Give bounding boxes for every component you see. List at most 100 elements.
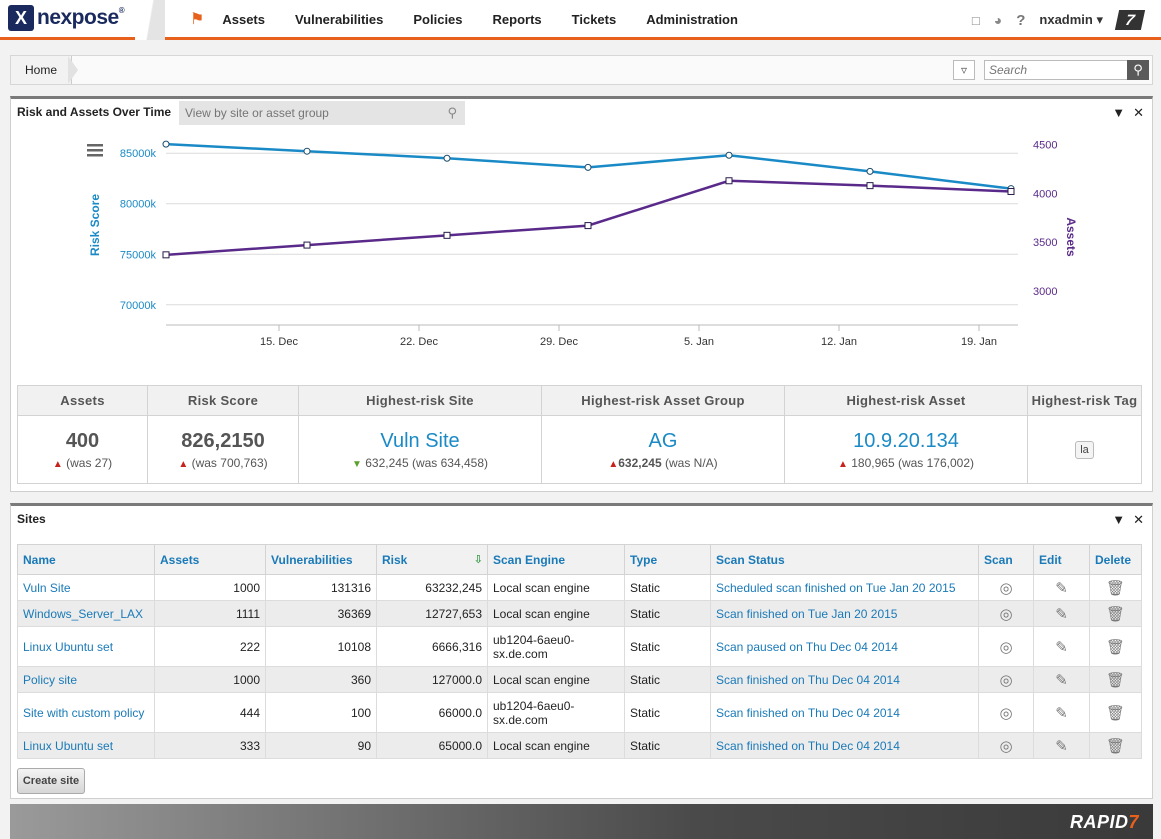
site-scan-status-link[interactable]: Scan finished on Tue Jan 20 2015 xyxy=(710,600,979,627)
x-tick-label: 5. Jan xyxy=(684,336,714,348)
delete-trash-icon[interactable]: 🗑 xyxy=(1089,666,1142,693)
nav-tickets[interactable]: Tickets xyxy=(571,11,617,27)
risk-sub: ▲ (was 700,763) xyxy=(178,455,268,470)
site-type: Static xyxy=(624,574,711,601)
nav-policies[interactable]: Policies xyxy=(413,11,463,27)
site-risk: 65000.0 xyxy=(376,732,488,759)
delete-trash-icon[interactable]: 🗑 xyxy=(1089,732,1142,759)
site-name-link[interactable]: Site with custom policy xyxy=(17,692,155,733)
delete-trash-icon[interactable]: 🗑 xyxy=(1089,626,1142,667)
search-input[interactable] xyxy=(985,61,1125,79)
nexpose-logo-mark: X xyxy=(8,5,34,31)
chat-icon[interactable]: □ xyxy=(971,12,980,28)
nav-administration[interactable]: Administration xyxy=(646,11,738,27)
site-name-link[interactable]: Policy site xyxy=(17,666,155,693)
collapse-icon[interactable]: ▼ xyxy=(1112,512,1126,527)
scan-icon[interactable]: ◎ xyxy=(978,666,1034,693)
site-group-filter[interactable]: ⚲ xyxy=(179,101,465,125)
rapid7-badge-icon[interactable]: 7 xyxy=(1114,10,1146,30)
site-name-link[interactable]: Linux Ubuntu set xyxy=(17,732,155,759)
delete-trash-icon[interactable]: 🗑 xyxy=(1089,600,1142,627)
col-type[interactable]: Type xyxy=(624,544,711,575)
edit-pencil-icon[interactable]: ✎ xyxy=(1033,626,1090,667)
nexpose-logo[interactable]: X nexpose® xyxy=(8,5,125,31)
highest-risk-asset-link[interactable]: 10.9.20.134 xyxy=(853,429,959,452)
edit-pencil-icon[interactable]: ✎ xyxy=(1033,692,1090,733)
site-risk: 66000.0 xyxy=(376,692,488,733)
home-icon[interactable]: ⚑ xyxy=(190,11,205,28)
search-field[interactable] xyxy=(984,60,1128,80)
delete-trash-icon[interactable]: 🗑 xyxy=(1089,574,1142,601)
scan-icon[interactable]: ◎ xyxy=(978,600,1034,627)
col-vulnerabilities[interactable]: Vulnerabilities xyxy=(265,544,377,575)
up-arrow-icon: ▲ xyxy=(178,458,189,470)
x-tick-label: 29. Dec xyxy=(540,336,578,348)
summary-asset: 10.9.20.134 ▲ 180,965 (was 176,002) xyxy=(784,415,1028,484)
nexpose-logo-text: nexpose® xyxy=(37,6,125,30)
site-scan-status-link[interactable]: Scan finished on Thu Dec 04 2014 xyxy=(710,732,979,759)
delete-trash-icon[interactable]: 🗑 xyxy=(1089,692,1142,733)
site-name-link[interactable]: Vuln Site xyxy=(17,574,155,601)
breadcrumb-home[interactable]: Home xyxy=(11,56,73,84)
site-scan-status-link[interactable]: Scheduled scan finished on Tue Jan 20 20… xyxy=(710,574,979,601)
col-scan-status[interactable]: Scan Status xyxy=(710,544,979,575)
col-risk[interactable]: Risk ⇩ xyxy=(376,544,488,575)
y-left-tick-label: 75000k xyxy=(120,249,157,261)
chart-menu-icon[interactable] xyxy=(87,144,103,157)
close-icon[interactable]: ✕ xyxy=(1133,105,1144,120)
scan-icon[interactable]: ◎ xyxy=(978,626,1034,667)
y-right-axis-label: Assets xyxy=(1064,217,1078,257)
risk-score-point xyxy=(443,154,451,162)
site-name-link[interactable]: Windows_Server_LAX xyxy=(17,600,155,627)
risk-score-point xyxy=(725,151,733,159)
site-scan-status-link[interactable]: Scan finished on Thu Dec 04 2014 xyxy=(710,692,979,733)
table-row: Site with custom policy 444 100 66000.0 … xyxy=(17,692,1142,733)
site-group-filter-input[interactable] xyxy=(179,101,429,125)
edit-pencil-icon[interactable]: ✎ xyxy=(1033,666,1090,693)
col-delete: Delete xyxy=(1089,544,1142,575)
summary-header-tag: Highest-risk Tag xyxy=(1027,385,1142,416)
sort-desc-icon[interactable]: ⇩ xyxy=(473,554,483,566)
scan-icon[interactable]: ◎ xyxy=(978,574,1034,601)
summary-assets: 400 ▲ (was 27) xyxy=(17,415,148,484)
site-scan-status-link[interactable]: Scan finished on Thu Dec 04 2014 xyxy=(710,666,979,693)
assets-sub: ▲ (was 27) xyxy=(52,455,113,470)
filter-icon[interactable]: ▿ xyxy=(953,60,975,80)
scan-icon[interactable]: ◎ xyxy=(978,692,1034,733)
nav-reports[interactable]: Reports xyxy=(492,11,542,27)
up-arrow-icon: ▲ xyxy=(837,458,848,470)
nav-assets[interactable]: Assets xyxy=(222,11,265,27)
create-site-button[interactable]: Create site xyxy=(17,768,85,794)
site-scan-status-link[interactable]: Scan paused on Thu Dec 04 2014 xyxy=(710,626,979,667)
nav-vulnerabilities[interactable]: Vulnerabilities xyxy=(294,11,384,27)
col-scan-engine[interactable]: Scan Engine xyxy=(487,544,625,575)
edit-pencil-icon[interactable]: ✎ xyxy=(1033,600,1090,627)
scan-icon[interactable]: ◎ xyxy=(978,732,1034,759)
user-menu[interactable]: nxadmin ▾ xyxy=(1039,12,1103,27)
search-icon[interactable]: ⚲ xyxy=(447,105,457,120)
search-icon[interactable]: ⚲ xyxy=(1127,60,1149,80)
highest-risk-site-link[interactable]: Vuln Site xyxy=(380,429,460,452)
highest-risk-group-link[interactable]: AG xyxy=(648,429,678,452)
assets-point xyxy=(303,241,311,249)
help-icon[interactable]: ? xyxy=(1016,11,1026,29)
edit-pencil-icon[interactable]: ✎ xyxy=(1033,574,1090,601)
collapse-icon[interactable]: ▼ xyxy=(1112,105,1126,120)
y-left-tick-label: 85000k xyxy=(120,148,157,160)
col-name[interactable]: Name xyxy=(17,544,155,575)
y-right-tick-label: 4000 xyxy=(1033,188,1057,200)
sites-table: Name Assets Vulnerabilities Risk ⇩ Scan E… xyxy=(17,544,1142,759)
panel-title: Risk and Assets Over Time xyxy=(17,105,172,119)
edit-pencil-icon[interactable]: ✎ xyxy=(1033,732,1090,759)
x-tick-label: 19. Jan xyxy=(961,336,997,348)
dashboard-gauge-icon[interactable]: ◕ xyxy=(993,12,1003,28)
close-icon[interactable]: ✕ xyxy=(1133,512,1144,527)
col-edit: Edit xyxy=(1033,544,1090,575)
site-engine: Local scan engine xyxy=(487,600,625,627)
highest-risk-tag-chip[interactable]: la xyxy=(1075,440,1094,459)
site-name-link[interactable]: Linux Ubuntu set xyxy=(17,626,155,667)
table-row: Linux Ubuntu set 333 90 65000.0 Local sc… xyxy=(17,732,1142,759)
site-type: Static xyxy=(624,692,711,733)
risk-score-point xyxy=(303,147,311,155)
col-assets[interactable]: Assets xyxy=(154,544,266,575)
